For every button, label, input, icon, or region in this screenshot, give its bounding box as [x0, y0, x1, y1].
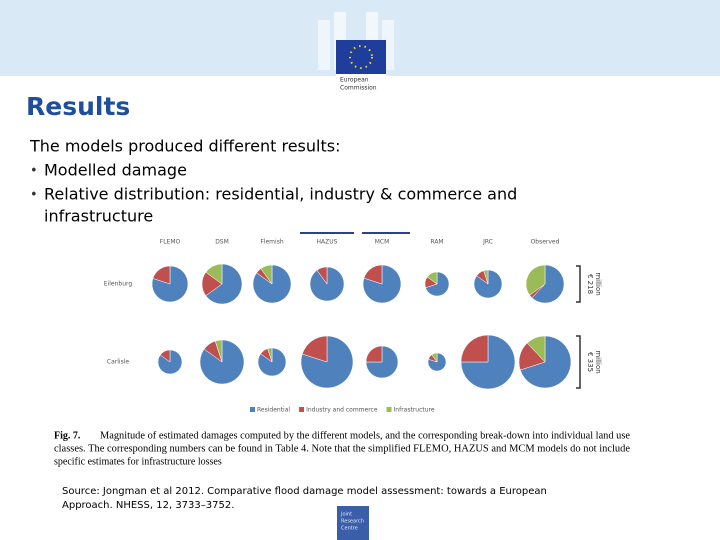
pie-slice: [316, 266, 328, 285]
scale-label: million: [594, 272, 602, 295]
legend-swatch: [386, 407, 392, 412]
pie-slice: [426, 271, 438, 285]
pie-slice: [525, 264, 546, 296]
scale-bracket: [576, 335, 581, 389]
logo-text: Research: [341, 519, 364, 525]
model-label: DSM: [215, 239, 229, 246]
row-label: Carlisle: [107, 359, 129, 366]
ec-logo: [318, 12, 394, 98]
logo-text: Centre: [341, 526, 358, 532]
pie-slice: [531, 264, 565, 304]
scale-label: million: [594, 350, 602, 373]
legend-label: Residential: [257, 407, 290, 414]
pie-slice: [205, 263, 223, 285]
model-label: Observed: [531, 239, 560, 246]
pie-slice: [365, 345, 383, 363]
caption: Magnitude of estimated damages computed …: [100, 430, 631, 441]
pie-slice: [301, 335, 328, 363]
pie-slice: [526, 335, 546, 363]
slide-title: Results: [26, 92, 130, 121]
pie-slice: [260, 264, 273, 285]
jrc-logo: [337, 506, 369, 540]
bullet-dot: •: [30, 164, 38, 179]
caption-label: Fig. 7.: [54, 430, 81, 441]
legend-label: Industry and commerce: [306, 407, 378, 414]
legend-swatch: [299, 407, 305, 412]
scale-bracket: [576, 265, 581, 303]
row-label: Eilenburg: [104, 281, 133, 288]
pie-slice: [214, 339, 223, 363]
model-label: JRC: [482, 239, 493, 246]
logo-text: Commission: [340, 85, 377, 92]
source: Source: Jongman et al 2012. Comparative …: [62, 486, 547, 497]
bullet-dot: •: [30, 188, 38, 203]
pie-slice: [159, 349, 171, 363]
pie-slice: [365, 345, 399, 379]
model-label: RAM: [430, 239, 443, 246]
model-label: HAZUS: [317, 239, 338, 246]
pie-slice: [483, 269, 489, 285]
caption: specific estimates for infrastructure lo…: [54, 456, 222, 467]
logo-text: Joint: [340, 512, 352, 518]
intro: The models produced different results:: [29, 137, 340, 156]
pie-slice: [267, 347, 273, 363]
pie-slice: [152, 265, 171, 285]
model-label: Flemish: [260, 239, 283, 246]
model-label: MCM: [375, 239, 390, 246]
pie-slice: [519, 335, 572, 389]
bullet: Modelled damage: [44, 161, 187, 180]
source: Approach. NHESS, 12, 3733–3752.: [62, 500, 234, 511]
pie-slice: [205, 263, 243, 305]
pie-slice: [460, 334, 489, 363]
pie-slice: [363, 264, 383, 285]
bullet: infrastructure: [44, 207, 153, 226]
scale-label: € 218: [586, 274, 594, 294]
pie-slice: [300, 335, 354, 389]
pie-slice: [431, 352, 438, 363]
legend-label: Infrastructure: [394, 407, 435, 414]
scale-label: € 335: [586, 352, 594, 372]
caption: classes. The corresponding numbers can b…: [54, 443, 631, 454]
model-label: FLEMO: [160, 239, 181, 246]
bullet: Relative distribution: residential, indu…: [44, 185, 517, 204]
legend-swatch: [250, 407, 255, 412]
logo-text: European: [340, 77, 369, 84]
